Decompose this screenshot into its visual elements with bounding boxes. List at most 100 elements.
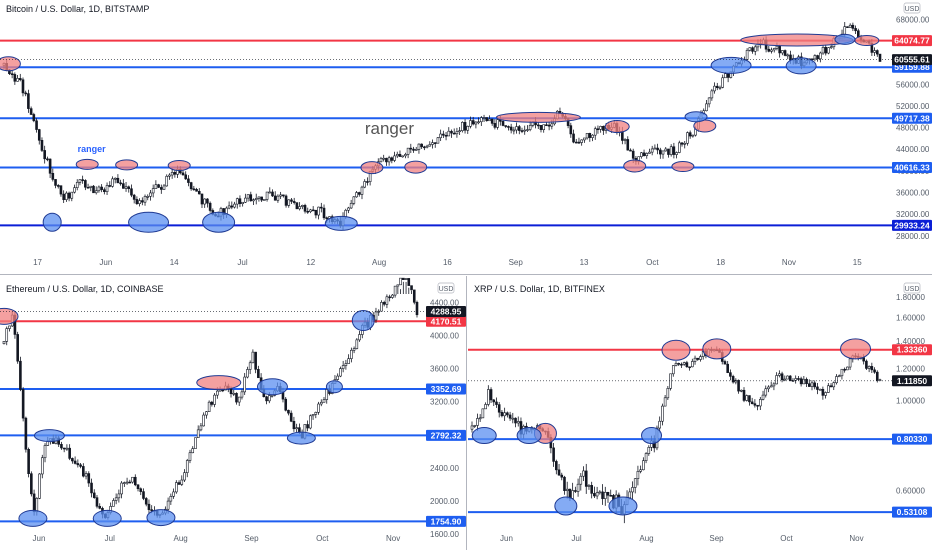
xrp-candle-body	[786, 375, 789, 380]
xrp-candle-body	[827, 385, 830, 393]
xrp-chart-pane[interactable]: XRP / U.S. Dollar, 1D, BITFINEX USD1.8000…	[468, 282, 932, 543]
eth-x-tick-label: Oct	[316, 534, 329, 543]
xrp-currency-badge[interactable]	[903, 282, 921, 294]
btc-candle-body	[347, 207, 350, 211]
eth-blue-ellipse-marker[interactable]	[33, 429, 65, 443]
eth-candle-body	[114, 497, 118, 501]
btc-candle-body	[100, 186, 103, 190]
xrp-candle-body	[484, 404, 487, 410]
xrp-candle-body	[666, 388, 670, 399]
btc-red-ellipse-marker[interactable]	[360, 161, 384, 175]
xrp-blue-ellipse-marker[interactable]	[641, 427, 663, 445]
eth-chart-pane[interactable]: Ethereum / U.S. Dollar, 1D, COINBASE USD 4…	[0, 277, 466, 543]
xrp-blue-ellipse-marker[interactable]	[608, 496, 638, 516]
btc-red-ellipse-marker[interactable]	[623, 159, 647, 173]
btc-candle-body	[569, 125, 573, 135]
btc-candle-body	[252, 199, 255, 202]
btc-price-tag-label: 49717.38	[894, 113, 930, 123]
btc-chart-pane[interactable]: Bitcoin / U.S. Dollar, 1D, BITSTAMP USD 68…	[0, 2, 932, 267]
eth-price-tag[interactable]	[426, 429, 466, 441]
xrp-price-tag[interactable]	[892, 506, 932, 518]
xrp-blue-ellipse-marker[interactable]	[471, 427, 497, 445]
xrp-blue-ellipse-marker[interactable]	[554, 496, 578, 516]
btc-red-ellipse-marker[interactable]	[115, 159, 139, 171]
eth-blue-ellipse-marker[interactable]	[351, 309, 375, 331]
btc-candle-body	[667, 148, 670, 155]
xrp-candle-body	[691, 361, 694, 368]
btc-blue-ellipse-marker[interactable]	[128, 211, 170, 233]
btc-red-ellipse-marker[interactable]	[604, 120, 630, 134]
xrp-blue-ellipse-marker[interactable]	[516, 427, 542, 445]
xrp-candle-body	[756, 404, 759, 407]
xrp-price-tag[interactable]	[892, 433, 932, 445]
eth-blue-ellipse-marker[interactable]	[92, 509, 122, 527]
xrp-candle-body	[487, 389, 490, 405]
btc-price-tag[interactable]	[892, 162, 932, 174]
eth-blue-ellipse-marker[interactable]	[18, 509, 48, 527]
xrp-price-tag[interactable]	[892, 375, 932, 387]
btc-candle-body	[767, 48, 771, 52]
xrp-candle-body	[772, 383, 776, 387]
eth-blue-ellipse-marker[interactable]	[256, 378, 288, 396]
eth-blue-ellipse-marker[interactable]	[286, 431, 316, 445]
btc-price-tag[interactable]	[892, 112, 932, 124]
btc-red-ellipse-marker[interactable]	[495, 111, 581, 123]
btc-price-tag[interactable]	[892, 54, 932, 66]
btc-blue-ellipse-marker[interactable]	[834, 33, 856, 45]
btc-blue-ellipse-marker[interactable]	[785, 57, 817, 75]
btc-candle-body	[32, 114, 36, 122]
btc-x-tick-label: Oct	[646, 258, 659, 267]
xrp-candle-body	[816, 386, 819, 390]
eth-red-ellipse-marker[interactable]	[196, 375, 242, 391]
btc-blue-ellipse-marker[interactable]	[684, 111, 708, 123]
btc-candle-body	[379, 158, 383, 163]
btc-ranger-annotation[interactable]: ranger	[78, 144, 107, 154]
btc-red-ellipse-marker[interactable]	[671, 161, 695, 173]
btc-candle-body	[621, 131, 624, 141]
eth-y-tick-label: 3200.00	[430, 398, 459, 407]
btc-red-ellipse-marker[interactable]	[854, 35, 880, 47]
xrp-red-ellipse-marker[interactable]	[840, 338, 872, 360]
btc-candle-body	[509, 126, 513, 131]
xrp-candle-body	[835, 376, 838, 384]
btc-candle-body	[197, 190, 201, 195]
btc-candle-body	[686, 132, 689, 144]
btc-blue-ellipse-marker[interactable]	[324, 215, 358, 231]
eth-price-tag[interactable]	[426, 305, 466, 317]
eth-price-tag[interactable]	[426, 383, 466, 395]
xrp-candle-body	[810, 382, 814, 387]
btc-candle-body	[203, 198, 206, 205]
btc-red-ellipse-marker[interactable]	[75, 158, 99, 170]
xrp-red-ellipse-marker[interactable]	[702, 338, 732, 360]
eth-candle-body	[295, 427, 298, 430]
xrp-candle-body	[818, 388, 822, 391]
btc-candle-body	[132, 194, 136, 200]
eth-candle-body	[306, 424, 309, 429]
eth-currency-badge[interactable]	[437, 282, 455, 294]
btc-price-tag[interactable]	[892, 35, 932, 47]
xrp-price-tag[interactable]	[892, 344, 932, 356]
eth-candle-body	[144, 498, 148, 505]
btc-candle-body	[781, 50, 784, 54]
eth-red-ellipse-marker[interactable]	[0, 307, 19, 325]
eth-price-tag[interactable]	[426, 315, 466, 327]
eth-price-tag[interactable]	[426, 515, 466, 527]
eth-blue-ellipse-marker[interactable]	[146, 509, 176, 527]
btc-blue-ellipse-marker[interactable]	[42, 212, 62, 232]
xrp-candle-body	[775, 375, 778, 385]
xrp-red-ellipse-marker[interactable]	[661, 339, 691, 361]
btc-price-tag[interactable]	[892, 219, 932, 231]
eth-candle-body	[347, 358, 350, 364]
btc-currency-badge[interactable]	[903, 2, 921, 14]
btc-red-ellipse-marker[interactable]	[0, 56, 21, 72]
btc-red-ellipse-marker[interactable]	[404, 160, 428, 174]
btc-blue-ellipse-marker[interactable]	[202, 211, 236, 233]
btc-candle-body	[669, 146, 673, 155]
eth-blue-ellipse-marker[interactable]	[325, 380, 343, 394]
eth-candle-body	[76, 463, 80, 466]
btc-ranger-annotation[interactable]: ranger	[365, 119, 414, 138]
btc-red-ellipse-marker[interactable]	[167, 159, 191, 171]
eth-x-tick-label: Jun	[33, 534, 46, 543]
btc-blue-ellipse-marker[interactable]	[710, 56, 752, 74]
btc-candle-body	[753, 46, 757, 52]
